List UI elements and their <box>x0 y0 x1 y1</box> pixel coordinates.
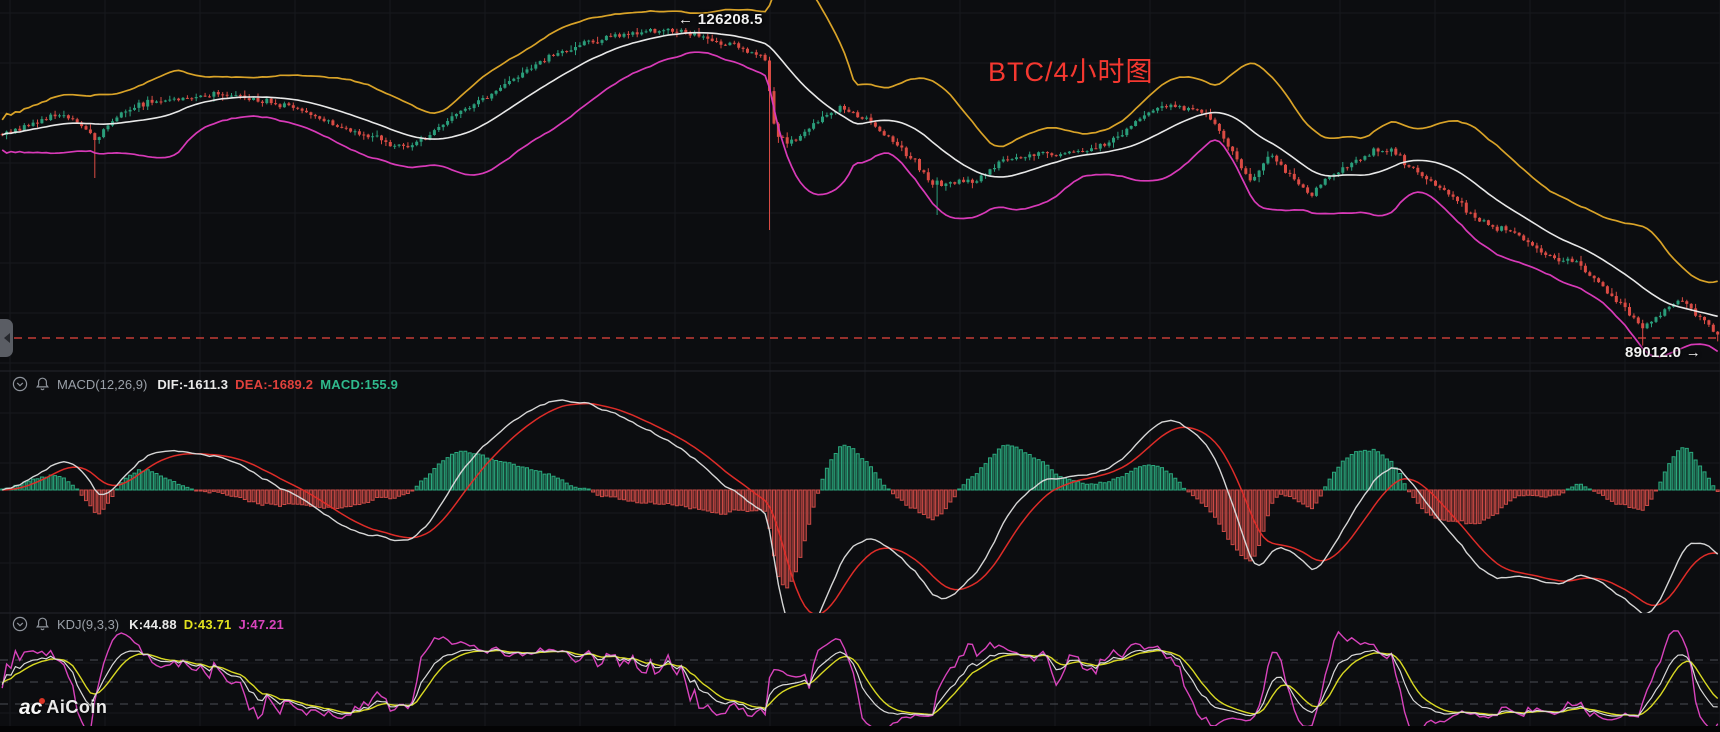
aicoin-watermark: ac AiCoin <box>19 697 107 718</box>
peak-price-value: 126208.5 <box>697 11 763 28</box>
macd-indicator-name[interactable]: MACD(12,26,9) <box>57 376 148 392</box>
bell-icon[interactable] <box>35 616 50 632</box>
kdj-d-value: D:43.71 <box>183 616 232 632</box>
macd-lines <box>1 399 1719 613</box>
current-price-value: 89012.0 <box>1625 344 1682 361</box>
arrow-left-icon: ← <box>678 11 694 28</box>
boll-lower-band <box>1 51 1719 358</box>
chart-title: BTC/4小时图 <box>988 57 1154 87</box>
kdj-indicator-name[interactable]: KDJ(9,3,3) <box>57 616 120 632</box>
macd-legend-row: MACD(12,26,9) DIF:-1611.3 DEA:-1689.2 MA… <box>12 376 398 392</box>
kdj-j-value: J:47.21 <box>238 616 284 632</box>
macd-dea-value: DEA:-1689.2 <box>235 376 314 392</box>
macd-dea-line <box>2 402 1718 613</box>
bottom-edge <box>0 726 1720 732</box>
macd-dif-line <box>1 399 1719 613</box>
panel-separators <box>0 370 1720 614</box>
kdj-j-line <box>1 630 1719 732</box>
collapse-toolbar-handle[interactable] <box>0 319 13 357</box>
macd-hist-value: MACD:155.9 <box>320 376 399 392</box>
chevron-down-circle-icon[interactable] <box>12 376 28 392</box>
kdj-k-value: K:44.88 <box>129 616 177 632</box>
chevron-down-circle-icon[interactable] <box>12 616 28 632</box>
kdj-lines <box>1 630 1719 732</box>
arrow-right-icon: → <box>1685 344 1702 361</box>
aicoin-logo-text: AiCoin <box>46 697 108 717</box>
macd-dif-value: DIF:-1611.3 <box>157 376 229 392</box>
bell-icon[interactable] <box>35 376 50 392</box>
boll-mid-band <box>1 31 1718 318</box>
aicoin-logo-icon: ac <box>19 697 46 718</box>
boll-upper-band <box>1 0 1718 284</box>
peak-price-label: ← 126208.5 <box>678 11 763 28</box>
chevron-left-icon <box>3 333 10 343</box>
kdj-legend-row: KDJ(9,3,3) K:44.88 D:43.71 J:47.21 <box>12 616 284 632</box>
kdj-k-line <box>1 648 1718 717</box>
bollinger-bands <box>1 0 1719 358</box>
current-price-label: 89012.0 → <box>1625 344 1701 361</box>
macd-histogram <box>0 444 1720 589</box>
